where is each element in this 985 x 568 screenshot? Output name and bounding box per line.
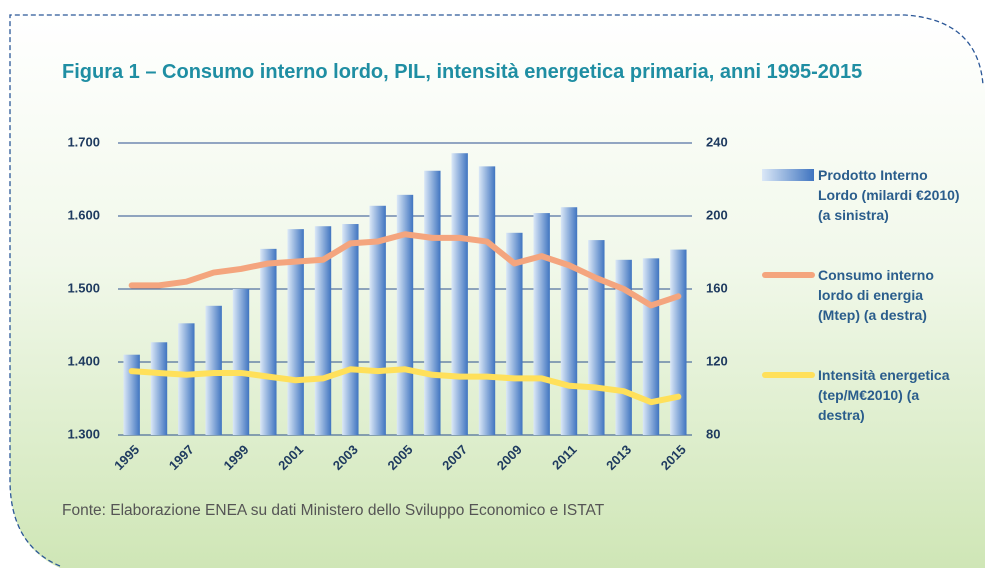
bar (123, 354, 140, 435)
bar (287, 229, 304, 435)
legend-label: Prodotto Interno Lordo (milardi €2010) (… (818, 167, 960, 223)
y-tick-label: 1.500 (67, 280, 100, 295)
y2-tick-label: 80 (706, 426, 720, 441)
line-series (128, 366, 682, 406)
source-note: Fonte: Elaborazione ENEA su dati Ministe… (62, 502, 605, 519)
y-tick-label: 1.700 (67, 134, 100, 149)
y2-tick-label: 120 (706, 353, 728, 368)
bar (150, 342, 168, 435)
bar (451, 153, 468, 435)
legend-label: Intensità energetica (tep/M€2010) (a des… (818, 367, 950, 423)
background (10, 15, 985, 568)
y2-tick-label: 240 (706, 134, 728, 149)
y-tick-label: 1.300 (67, 426, 100, 441)
y2-tick-label: 200 (706, 207, 728, 222)
legend-swatch (762, 169, 814, 181)
bar (506, 232, 523, 435)
bar (560, 207, 578, 435)
bar (533, 213, 550, 435)
y-tick-label: 1.400 (67, 353, 100, 368)
bar (588, 240, 605, 435)
y2-tick-label: 160 (706, 280, 728, 295)
y-tick-label: 1.600 (67, 207, 100, 222)
bar (178, 323, 195, 435)
bar (424, 170, 441, 436)
bar (232, 289, 250, 435)
legend-label: Consumo interno lordo di energia (Mtep) … (818, 267, 934, 323)
bar (478, 166, 496, 436)
chart-title: Figura 1 – Consumo interno lordo, PIL, i… (62, 61, 863, 83)
bar (369, 205, 386, 435)
bar (342, 224, 359, 435)
bar (642, 258, 660, 435)
bar (260, 248, 277, 435)
bar (314, 226, 332, 435)
line-series (128, 231, 682, 309)
dashed-border (9, 14, 984, 567)
bar (396, 194, 414, 435)
bar (670, 249, 687, 435)
